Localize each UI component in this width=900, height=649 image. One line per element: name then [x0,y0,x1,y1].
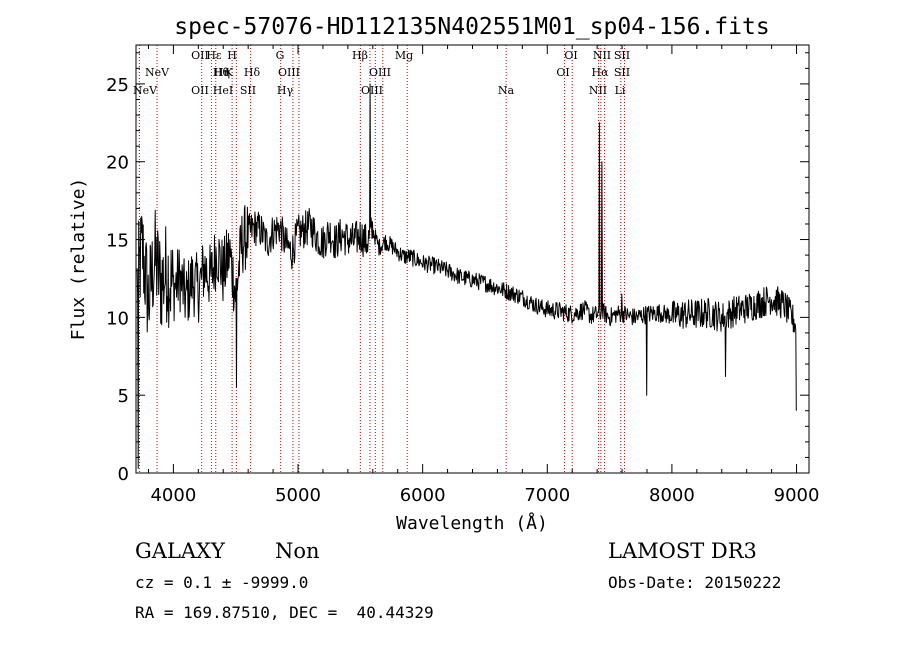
object-class: GALAXY [135,539,225,563]
line-marker-label: HeI [213,84,233,97]
y-axis-label: Flux (relative) [68,178,89,341]
y-tick-label: 25 [106,75,129,96]
line-marker-label: OI [564,49,577,62]
line-marker-label: Hγ [277,84,294,97]
obs-date: Obs-Date: 20150222 [608,573,782,592]
line-marker-label: Hη [214,66,230,79]
redshift-readout: cz = 0.1 ± -9999.0 [135,573,309,592]
y-tick-label: 5 [118,386,129,407]
line-marker-label: NII [589,84,607,97]
plot-frame [135,44,810,474]
line-marker-label: Hε [206,49,222,62]
line-marker-label: Na [498,84,515,97]
x-axis-label: Wavelength (Å) [396,512,548,534]
x-tick-label: 4000 [150,485,196,506]
y-tick-label: 20 [106,153,129,174]
object-subclass: Non [275,539,320,563]
line-marker-label: Hα [591,66,609,79]
line-marker-label: SII [240,84,256,97]
y-tick-label: 0 [118,464,129,485]
y-tick-label: 10 [106,308,129,329]
line-marker-label: K [225,66,234,79]
line-marker-label: Hθ [213,66,230,79]
x-tick-label: 9000 [774,485,820,506]
flux-series [136,83,797,469]
line-marker-label: H [227,49,237,62]
line-marker-label: NII [593,49,611,62]
x-tick-label: 7000 [524,485,570,506]
line-marker-label: Li [615,84,626,97]
line-marker-label: OIII [369,66,391,79]
line-marker-label: SII [614,49,630,62]
line-marker-label: SII [614,66,630,79]
line-marker-label: Hβ [352,49,368,62]
line-marker-label: NeV [145,66,170,79]
coordinates: RA = 169.87510, DEC = 40.44329 [135,603,434,622]
line-marker-label: NeV [133,84,158,97]
line-marker-label: G [276,49,285,62]
line-marker-label: OII [191,84,209,97]
line-marker-label: Mg [395,49,413,62]
survey-name: LAMOST DR3 [608,539,757,563]
line-marker-label: OI [556,66,569,79]
emission-line-labels: NeVNeVOIIHεHηHHθKHeIHδSIIGOIIIHγHβOIIIOI… [133,49,630,97]
x-tick-label: 5000 [275,485,321,506]
line-marker-label: Hδ [244,66,261,79]
x-tick-label: 6000 [400,485,446,506]
x-axis: 4000 5000 6000 7000 8000 9000 [147,45,820,506]
y-axis: 0 5 10 15 20 25 [106,52,809,485]
flux-line [136,83,797,469]
x-tick-label: 8000 [649,485,695,506]
line-marker-label: OIII [361,84,383,97]
line-marker-label: OII [191,49,209,62]
chart-title: spec-57076-HD112135N402551M01_sp04-156.f… [174,14,769,40]
line-marker-label: OIII [278,66,300,79]
y-tick-label: 15 [106,231,129,252]
